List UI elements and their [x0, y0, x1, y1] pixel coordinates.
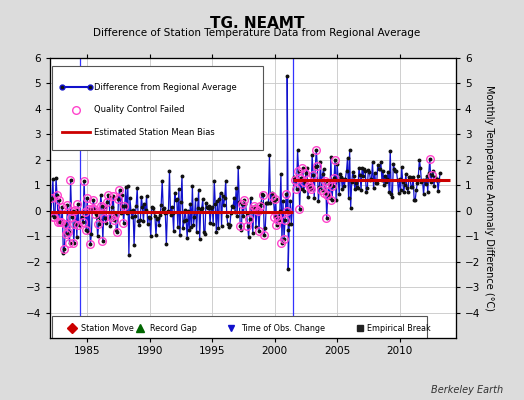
FancyBboxPatch shape — [52, 66, 263, 150]
Text: Difference of Station Temperature Data from Regional Average: Difference of Station Temperature Data f… — [93, 28, 420, 38]
Text: Quality Control Failed: Quality Control Failed — [94, 105, 185, 114]
Text: Time of Obs. Change: Time of Obs. Change — [241, 324, 325, 333]
Bar — [52, 316, 427, 338]
Text: Record Gap: Record Gap — [150, 324, 196, 333]
Text: Station Move: Station Move — [81, 324, 134, 333]
Text: Berkeley Earth: Berkeley Earth — [431, 385, 503, 395]
Text: Estimated Station Mean Bias: Estimated Station Mean Bias — [94, 128, 215, 137]
Text: Empirical Break: Empirical Break — [367, 324, 431, 333]
Text: TG. NEAMT: TG. NEAMT — [210, 16, 304, 31]
Text: Difference from Regional Average: Difference from Regional Average — [94, 83, 237, 92]
Y-axis label: Monthly Temperature Anomaly Difference (°C): Monthly Temperature Anomaly Difference (… — [485, 85, 495, 311]
